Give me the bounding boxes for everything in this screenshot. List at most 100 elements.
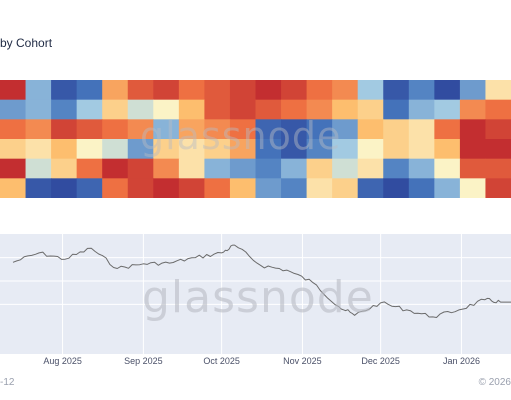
x-tick-label: Jan 2026	[442, 356, 481, 366]
x-tick-label: Nov 2025	[283, 356, 322, 366]
heatmap-cell	[357, 158, 384, 179]
heatmap-cell	[229, 80, 257, 101]
heatmap-cell	[204, 119, 231, 140]
heatmap-cell	[332, 178, 359, 198]
footer-left-text: -12	[0, 377, 15, 388]
heatmap-cell	[0, 158, 27, 179]
heatmap-cell	[229, 158, 257, 179]
heatmap-cell	[434, 80, 461, 101]
x-tick-label: Aug 2025	[43, 356, 82, 366]
heatmap-cell	[178, 158, 205, 179]
heatmap-cell	[383, 80, 410, 101]
heatmap-cell	[204, 80, 231, 101]
heatmap-cell	[153, 139, 180, 160]
heatmap-cell	[229, 178, 257, 198]
heatmap-cell	[51, 178, 78, 198]
heatmap-cell	[76, 99, 103, 120]
heatmap-cell	[102, 119, 129, 140]
heatmap-cell	[408, 158, 435, 179]
heatmap-cell	[255, 99, 282, 120]
heatmap-cell	[0, 139, 27, 160]
heatmap-cell	[204, 139, 231, 160]
heatmap-cell	[76, 119, 103, 140]
heatmap-cell	[255, 80, 282, 101]
heatmap-cell	[102, 99, 129, 120]
heatmap-cell	[434, 178, 461, 198]
x-tick-label: Dec 2025	[361, 356, 400, 366]
heatmap-cell	[383, 119, 410, 140]
heatmap-cell	[408, 178, 435, 198]
heatmap-cell	[51, 99, 78, 120]
heatmap-cell	[281, 178, 308, 198]
heatmap-cell	[306, 80, 333, 101]
heatmap-cell	[127, 178, 154, 198]
heatmap-cell	[408, 119, 435, 140]
heatmap-cell	[204, 99, 231, 120]
heatmap-cell	[332, 158, 359, 179]
cohort-heatmap	[0, 80, 511, 198]
price-line-panel	[0, 234, 511, 354]
heatmap-cell	[25, 158, 52, 179]
heatmap-cell	[485, 139, 511, 160]
heatmap-cell	[204, 178, 231, 198]
heatmap-cell	[306, 178, 333, 198]
heatmap-cell	[281, 119, 308, 140]
heatmap-cell	[127, 80, 154, 101]
heatmap-cell	[306, 119, 333, 140]
heatmap-cell	[434, 99, 461, 120]
heatmap-cell	[383, 158, 410, 179]
heatmap-cell	[255, 178, 282, 198]
heatmap-cell	[434, 139, 461, 160]
heatmap-cell	[51, 139, 78, 160]
x-tick-label: Sep 2025	[124, 356, 163, 366]
heatmap-cell	[383, 139, 410, 160]
heatmap-cell	[127, 139, 154, 160]
heatmap-cell	[281, 139, 308, 160]
heatmap-cell	[25, 119, 52, 140]
heatmap-cell	[51, 80, 78, 101]
heatmap-cell	[408, 139, 435, 160]
heatmap-cell	[25, 99, 52, 120]
heatmap-cell	[229, 99, 257, 120]
heatmap-cell	[459, 139, 487, 160]
heatmap-cell	[434, 119, 461, 140]
heatmap-cell	[281, 80, 308, 101]
heatmap-cell	[153, 99, 180, 120]
heatmap-cell	[408, 99, 435, 120]
heatmap-cell	[0, 99, 27, 120]
heatmap-cell	[178, 119, 205, 140]
heatmap-cell	[0, 80, 27, 101]
heatmap-cell	[306, 139, 333, 160]
heatmap-cell	[357, 178, 384, 198]
heatmap-cell	[332, 99, 359, 120]
heatmap-cell	[178, 178, 205, 198]
heatmap-cell	[25, 178, 52, 198]
heatmap-cell	[127, 158, 154, 179]
heatmap-cell	[102, 80, 129, 101]
heatmap-cell	[485, 80, 511, 101]
heatmap-cell	[281, 158, 308, 179]
heatmap-cell	[434, 158, 461, 179]
heatmap-cell	[102, 178, 129, 198]
line-plot-background	[0, 234, 511, 354]
heatmap-cell	[485, 99, 511, 120]
heatmap-cell	[76, 139, 103, 160]
heatmap-cell	[383, 99, 410, 120]
heatmap-cell	[357, 119, 384, 140]
heatmap-cell	[153, 178, 180, 198]
heatmap-cell	[0, 178, 27, 198]
heatmap-cell	[408, 80, 435, 101]
heatmap-cell	[153, 119, 180, 140]
heatmap-cell	[357, 99, 384, 120]
heatmap-cell	[357, 80, 384, 101]
heatmap-cell	[229, 119, 257, 140]
heatmap-cell	[76, 158, 103, 179]
heatmap-cell	[153, 80, 180, 101]
heatmap-cell	[102, 158, 129, 179]
heatmap-cell	[153, 158, 180, 179]
heatmap-cell	[102, 139, 129, 160]
heatmap-cell	[255, 158, 282, 179]
heatmap-cell	[255, 139, 282, 160]
heatmap-cell	[127, 119, 154, 140]
heatmap-cell	[25, 139, 52, 160]
